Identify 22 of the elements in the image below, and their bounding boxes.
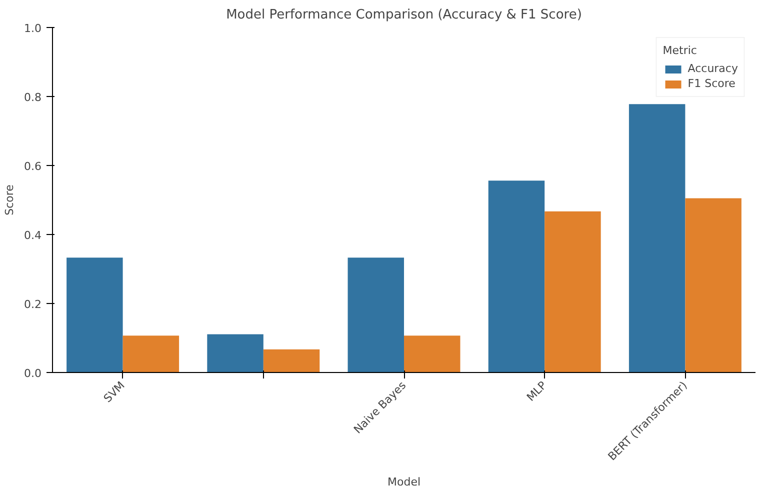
x-axis-title: Model — [387, 476, 421, 489]
bar — [685, 198, 742, 372]
bar — [488, 180, 545, 372]
y-tick-label: 0.4 — [24, 229, 42, 242]
y-tick-label: 0.8 — [24, 91, 42, 104]
y-axis-title: Score — [3, 184, 16, 216]
y-tick-label: 0.2 — [24, 298, 42, 311]
y-tick-label: 0.0 — [24, 367, 42, 380]
chart-title: Model Performance Comparison (Accuracy & F1 Score) — [226, 8, 582, 22]
bar — [122, 336, 180, 372]
bar — [404, 336, 460, 372]
y-tick-label: 1.0 — [24, 22, 42, 35]
bar — [628, 104, 686, 372]
legend-label: Accuracy — [688, 62, 738, 75]
bar — [348, 258, 404, 372]
bar — [263, 349, 320, 372]
bar — [207, 334, 264, 372]
bar — [544, 211, 601, 372]
legend-title: Metric — [662, 44, 698, 57]
legend-label: F1 Score — [688, 77, 736, 90]
y-tick-label: 0.6 — [24, 160, 42, 173]
bar — [66, 258, 123, 372]
